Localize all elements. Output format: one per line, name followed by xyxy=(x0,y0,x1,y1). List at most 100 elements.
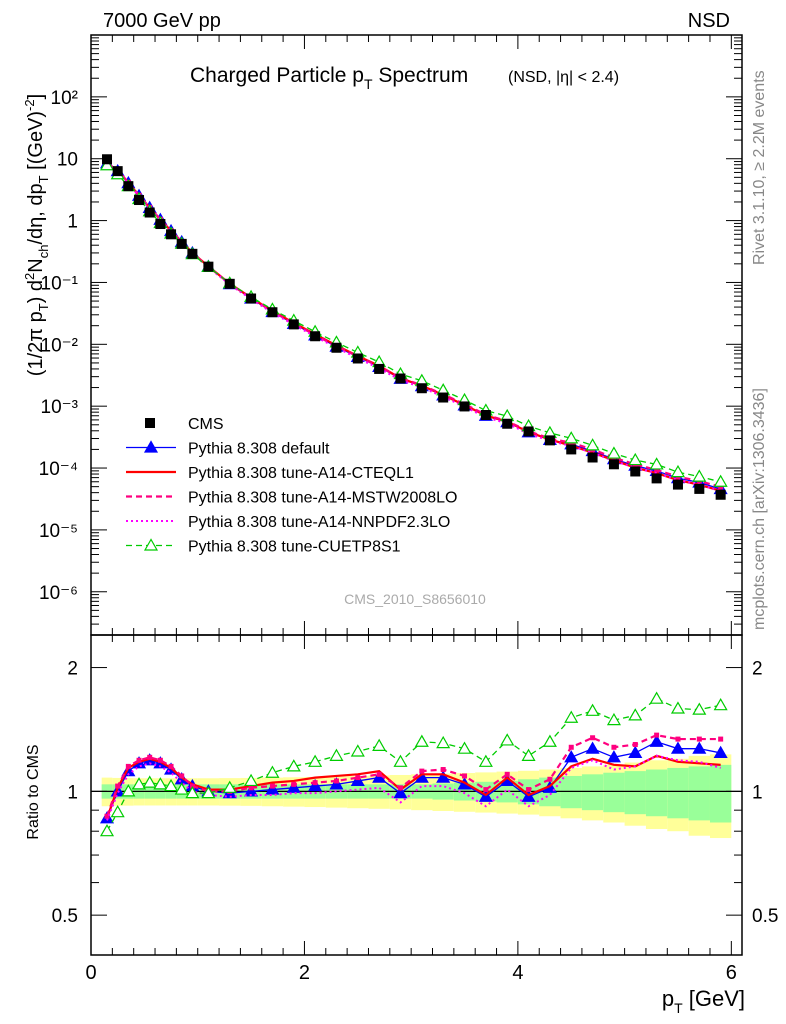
y-tick-label: 10 xyxy=(57,150,78,171)
y-tick-label: 10⁻⁵ xyxy=(39,521,78,542)
cms-point xyxy=(544,435,555,446)
ratio-y-tick-label: 0.5 xyxy=(52,906,78,927)
cms-point xyxy=(395,373,406,384)
ratio-point-cuetp8s1 xyxy=(265,765,280,778)
ratio-point-default xyxy=(308,778,323,792)
x-tick-label: 2 xyxy=(299,962,310,984)
cms-point xyxy=(651,473,662,484)
y-tick-label: 10⁻⁶ xyxy=(39,583,78,604)
ratio-point-cuetp8s1 xyxy=(99,823,115,837)
top-point-cuetp8s1 xyxy=(99,158,115,171)
cms-point xyxy=(523,426,534,437)
x-tick-label: 6 xyxy=(726,962,737,984)
ratio-point-mstw xyxy=(125,763,131,769)
ratio-point-cuetp8s1 xyxy=(436,735,451,749)
cms-point xyxy=(416,383,427,394)
ratio-point-cuetp8s1 xyxy=(164,778,179,792)
ratio-point-cuetp8s1 xyxy=(585,703,600,716)
ratio-point-mstw xyxy=(590,735,596,741)
cms-point xyxy=(566,444,577,455)
cms-point xyxy=(123,181,134,192)
top-point-cuetp8s1 xyxy=(585,438,600,451)
ratio-point-cuetp8s1 xyxy=(457,741,472,754)
legend-marker-cuetp8s1 xyxy=(143,538,159,551)
ratio-point-cuetp8s1 xyxy=(121,784,136,797)
cms-point xyxy=(166,229,177,240)
ratio-point-cuetp8s1 xyxy=(564,710,579,723)
top-line-cuetp8s1 xyxy=(106,164,721,483)
band-inner-bin xyxy=(709,764,732,823)
cms-point xyxy=(352,353,363,364)
cms-point xyxy=(630,466,641,477)
legend: CMS Pythia 8.308 default Pythia 8.308 tune… xyxy=(126,416,457,556)
cms-point xyxy=(502,418,513,429)
analysis-id: CMS_2010_S8656010 xyxy=(344,591,486,607)
ratio-point-mstw xyxy=(168,763,174,769)
ratio-point-cuetp8s1 xyxy=(201,785,216,799)
ratio-point-cuetp8s1 xyxy=(628,708,643,721)
ratio-point-mstw xyxy=(248,785,254,791)
ratio-point-mstw xyxy=(483,787,489,793)
legend-label: Pythia 8.308 default xyxy=(188,441,330,458)
cms-point xyxy=(267,307,278,318)
cms-point xyxy=(102,154,113,165)
ratio-point-default xyxy=(585,741,600,754)
plot-title: Charged Particle pT Spectrum xyxy=(190,64,468,92)
cms-point xyxy=(459,401,470,412)
ratio-point-mstw xyxy=(504,771,510,777)
ratio-point-cuetp8s1 xyxy=(649,691,664,704)
ratio-point-cuetp8s1 xyxy=(692,702,707,715)
ratio-y-tick-label-right: 0.5 xyxy=(752,906,778,927)
top-point-cuetp8s1 xyxy=(713,474,728,487)
ratio-point-cuetp8s1 xyxy=(542,734,557,747)
ratio-point-mstw xyxy=(136,757,142,763)
ratio-point-mstw xyxy=(179,773,185,779)
cms-point xyxy=(608,459,619,470)
ratio-point-mstw xyxy=(376,771,382,777)
band-inner-bin xyxy=(645,769,668,817)
plot-title-suffix: (NSD, |η| < 2.4) xyxy=(508,69,619,86)
ratio-panel xyxy=(90,634,743,956)
ratio-point-mstw xyxy=(526,787,532,793)
legend-label: CMS xyxy=(188,416,224,433)
legend-label: Pythia 8.308 tune-CUETP8S1 xyxy=(188,539,401,556)
ratio-point-mstw xyxy=(115,783,121,789)
legend-label: Pythia 8.308 tune-A14-NNPDF2.3LO xyxy=(188,514,450,531)
cms-point xyxy=(112,166,123,177)
ratio-point-mstw xyxy=(675,736,681,742)
ratio-point-cuetp8s1 xyxy=(393,754,408,767)
band-inner-bin xyxy=(667,767,689,819)
ratio-point-mstw xyxy=(440,767,446,773)
band-inner-bin xyxy=(560,775,582,809)
cms-point xyxy=(438,392,449,403)
ratio-point-cuetp8s1 xyxy=(521,748,536,761)
cms-point xyxy=(246,293,257,304)
ratio-point-cuetp8s1 xyxy=(478,754,493,767)
ratio-point-cuetp8s1 xyxy=(414,734,429,747)
ratio-point-default xyxy=(286,780,301,793)
cms-point xyxy=(694,483,705,494)
ratio-point-default xyxy=(713,745,728,759)
ratio-point-default xyxy=(329,777,344,790)
ratio-point-default xyxy=(649,734,664,747)
y-tick-label: 10² xyxy=(51,88,78,109)
ratio-y-tick-label-right: 2 xyxy=(752,659,763,680)
x-axis-label: pT [GeV] xyxy=(662,986,745,1016)
ratio-point-cuetp8s1 xyxy=(286,759,301,772)
ratio-point-cuetp8s1 xyxy=(372,738,387,751)
band-inner-bin xyxy=(624,771,646,815)
ratio-point-cuetp8s1 xyxy=(350,744,365,757)
ratio-y-tick-label: 2 xyxy=(67,659,78,680)
ratio-point-cuetp8s1 xyxy=(222,780,237,793)
ratio-point-mstw xyxy=(312,780,318,786)
rivet-label: Rivet 3.1.10, ≥ 2.2M events xyxy=(751,70,768,265)
top-point-cuetp8s1 xyxy=(628,452,643,466)
ratio-point-cuetp8s1 xyxy=(110,804,125,818)
cms-point xyxy=(672,479,683,490)
y-axis-label-ratio: Ratio to CMS xyxy=(25,744,42,839)
ratio-point-default xyxy=(606,750,621,763)
axes: 0 2 4 6 10⁻⁶ 10⁻⁵ 10⁻⁴ 10⁻³ 10⁻² 10⁻¹ 1 10 10² 0.5 0.5… xyxy=(39,35,778,984)
top-point-mstw xyxy=(654,467,660,473)
top-point-cuetp8s1 xyxy=(564,431,579,444)
